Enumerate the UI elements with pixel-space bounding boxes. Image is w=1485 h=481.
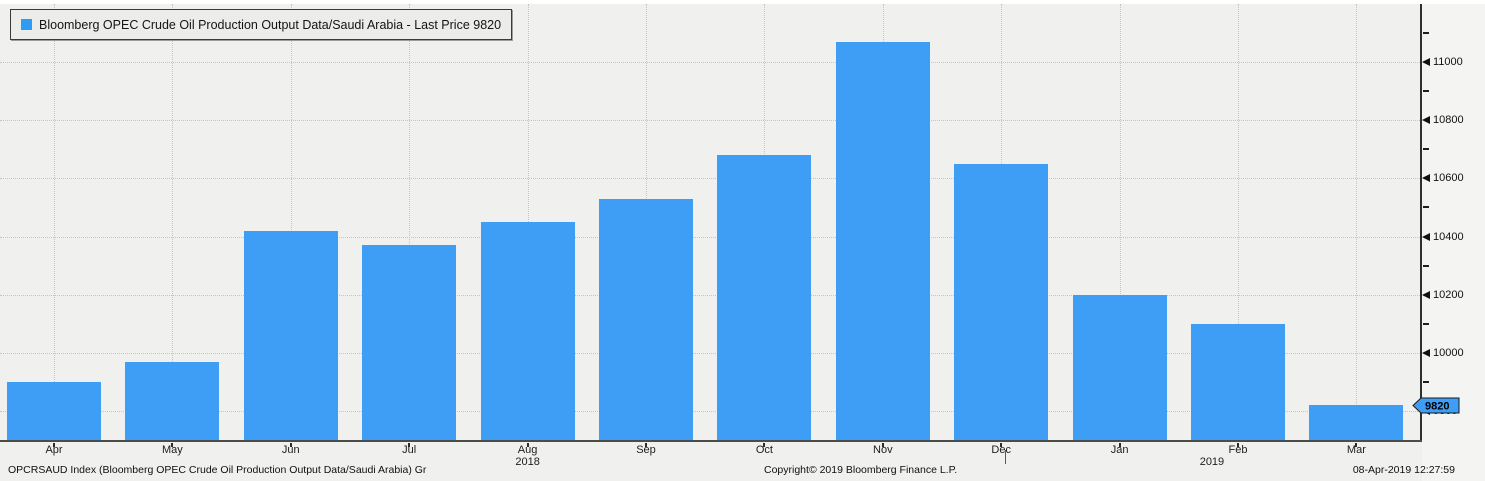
x-axis-label-jul: Jul (402, 444, 417, 456)
y-tick-minor (1423, 264, 1429, 267)
x-tick (881, 443, 884, 447)
legend-swatch-icon (21, 19, 32, 30)
bar-mar[interactable] (1309, 405, 1404, 440)
bar-sep[interactable] (599, 198, 693, 440)
x-axis-label-sep: Sep (636, 444, 656, 456)
bar-jul[interactable] (362, 245, 457, 440)
x-tick (53, 443, 55, 447)
y-tick-arrow-icon (1422, 232, 1430, 241)
x-tick (526, 443, 529, 447)
bar-nov[interactable] (835, 41, 930, 440)
x-axis-label-dec: Dec (991, 444, 1011, 456)
gridline-horizontal (0, 62, 1420, 64)
x-tick (1355, 443, 1358, 447)
x-tick (763, 443, 766, 447)
y-axis-label: 11000 (1433, 56, 1463, 69)
y-tick-minor (1423, 322, 1429, 325)
gridline-horizontal (0, 294, 1420, 296)
gridline-vertical (1238, 4, 1239, 440)
y-axis-label: 10200 (1433, 288, 1464, 301)
x-axis-label-may: May (162, 444, 183, 456)
x-axis-label-apr: Apr (45, 444, 63, 456)
x-tick (289, 443, 292, 447)
x-axis-label-nov: Nov (873, 444, 893, 456)
y-tick-minor (1423, 32, 1429, 35)
x-axis-label-aug: Aug (517, 444, 538, 456)
x-axis-label-mar: Mar (1346, 444, 1366, 456)
y-axis-label: 10400 (1433, 230, 1464, 243)
gridline-vertical (172, 4, 174, 440)
bar-dec[interactable] (954, 163, 1049, 440)
svg-text:9820: 9820 (1425, 400, 1449, 412)
year-label: 2019 (1199, 456, 1225, 468)
gridline-vertical (1356, 4, 1358, 440)
y-tick-minor (1423, 206, 1429, 209)
y-tick-arrow-icon (1422, 290, 1430, 299)
x-axis-line (0, 440, 1422, 442)
y-tick-arrow-icon (1422, 116, 1430, 125)
timestamp: 08-Apr-2019 12:27:59 (1352, 464, 1455, 476)
legend[interactable]: Bloomberg OPEC Crude Oil Production Outp… (10, 9, 513, 40)
y-tick-arrow-icon (1422, 348, 1430, 357)
plot-area (0, 4, 1420, 440)
bar-jan[interactable] (1072, 294, 1167, 440)
y-axis-label: 10600 (1433, 172, 1464, 185)
x-tick (1237, 443, 1239, 447)
x-tick (408, 443, 411, 447)
last-price-badge: 9820 (1412, 397, 1460, 419)
security-description: OPCRSAUD Index (Bloomberg OPEC Crude Oil… (8, 464, 427, 476)
bar-apr[interactable] (7, 381, 101, 440)
bar-aug[interactable] (480, 222, 575, 440)
x-axis-label-jan: Jan (1110, 444, 1129, 456)
y-tick-minor (1423, 380, 1429, 383)
year-divider (1005, 450, 1007, 464)
legend-label: Bloomberg OPEC Crude Oil Production Outp… (39, 17, 502, 32)
y-axis-label: 10800 (1433, 114, 1464, 127)
copyright-text: Copyright© 2019 Bloomberg Finance L.P. (764, 464, 958, 476)
gridline-vertical (54, 4, 55, 440)
y-axis-line (1420, 4, 1422, 442)
gridline-horizontal (0, 120, 1420, 122)
year-label: 2018 (515, 456, 540, 468)
gridline-horizontal (0, 352, 1420, 354)
gridline-horizontal (0, 410, 1420, 412)
status-bar: OPCRSAUD Index (Bloomberg OPEC Crude Oil… (0, 464, 1485, 481)
bar-feb[interactable] (1191, 323, 1285, 440)
y-tick-minor (1423, 148, 1429, 151)
gridline-vertical (409, 4, 411, 440)
x-tick (1118, 443, 1121, 447)
gridline-horizontal (0, 178, 1420, 180)
gridline-horizontal (0, 236, 1420, 238)
x-axis-label-oct: Oct (755, 444, 773, 456)
y-tick-arrow-icon (1422, 58, 1430, 67)
x-tick (645, 443, 647, 447)
x-tick (171, 443, 174, 447)
bar-may[interactable] (125, 361, 220, 440)
x-tick (1000, 443, 1003, 447)
x-axis-label-feb: Feb (1228, 444, 1248, 456)
y-tick-arrow-icon (1422, 174, 1430, 183)
gridline-vertical (1119, 4, 1121, 440)
bar-jun[interactable] (243, 230, 338, 440)
x-axis-label-jun: Jun (281, 444, 300, 456)
y-tick-minor (1423, 90, 1429, 93)
gridline-vertical (290, 4, 292, 440)
bar-oct[interactable] (717, 155, 812, 440)
y-axis-label: 10000 (1433, 346, 1464, 359)
